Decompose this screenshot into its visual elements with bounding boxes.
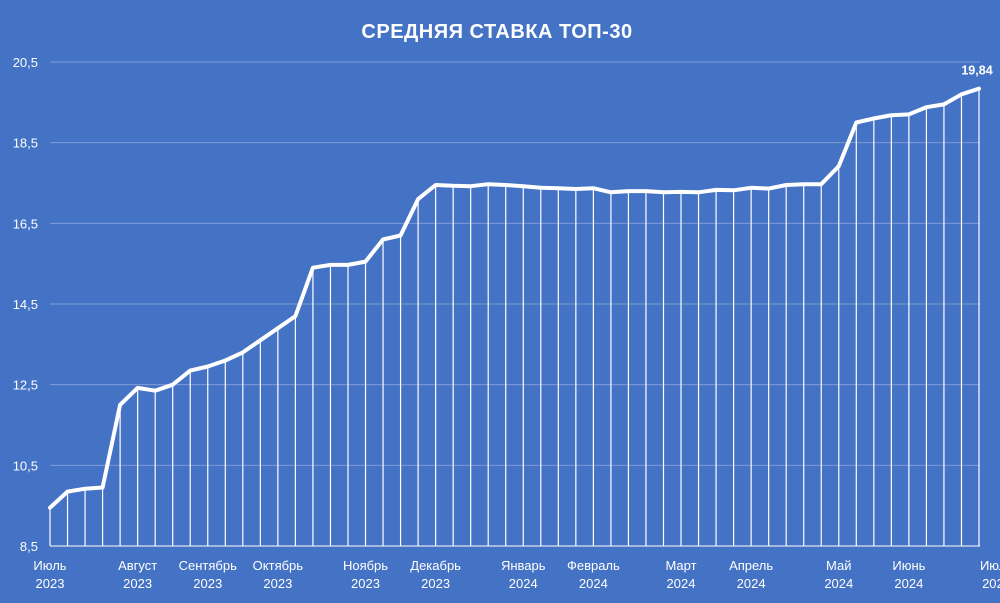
chart-title: СРЕДНЯЯ СТАВКА ТОП-30 [361,21,632,43]
x-tick-label: Июль2024 [980,558,1000,591]
data-labels: 19,84 [961,64,992,78]
y-axis: 8,5 10,5 12,5 14,5 16,5 18,5 20,5 [13,55,38,554]
y-tick-label: 8,5 [20,539,38,554]
gridlines [50,61,980,547]
y-tick-label: 18,5 [13,136,38,151]
x-tick-label: Июнь 2024 [892,558,925,591]
x-tick-label: Январь 2024 [501,558,546,591]
data-label: 19,84 [961,64,992,78]
x-tick-label: Май 2024 [824,558,853,591]
x-tick-label: Ноябрь 2023 [343,558,388,591]
x-tick-label: Октябрь 2023 [253,558,304,591]
y-tick-label: 14,5 [13,297,38,312]
drop-lines [49,88,980,546]
x-tick-label: Декабрь 2023 [410,558,461,591]
y-tick-label: 10,5 [13,458,38,473]
x-tick-label: Август 2023 [118,558,157,591]
x-tick-label: Февраль 2024 [567,558,620,591]
y-tick-label: 16,5 [13,216,38,231]
y-tick-label: 20,5 [13,55,38,70]
y-tick-label: 12,5 [13,378,38,393]
x-tick-label: Апрель 2024 [729,558,773,591]
x-tick-label: Сентябрь 2023 [179,558,237,591]
series-line [48,86,981,510]
x-tick-label: Март 2024 [665,558,696,591]
x-axis: Июль 2023 Август 2023 Сентябрь 2023 Октябрь 202… [33,558,1000,591]
x-tick-label: Июль 2023 [33,558,66,591]
